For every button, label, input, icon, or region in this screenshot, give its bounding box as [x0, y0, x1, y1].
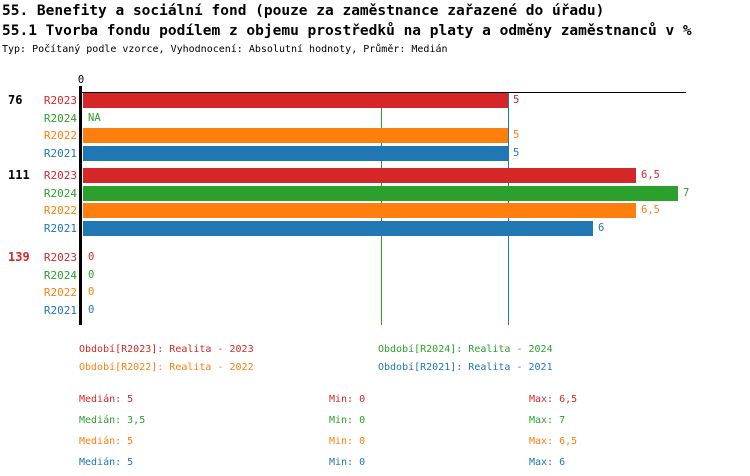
bar-value-label: 0 — [88, 303, 95, 316]
bar-value-label: 0 — [88, 251, 95, 263]
bar — [83, 128, 508, 143]
legend-item: Období[R2021]: Realita - 2021 — [378, 362, 553, 373]
series-label: R2021 — [43, 221, 77, 235]
series-label: R2023 — [43, 251, 77, 264]
bar — [83, 168, 636, 183]
series-label: R2023 — [43, 94, 77, 107]
stat-min: Min: 0 — [329, 415, 366, 426]
stat-median: Medián: 5 — [79, 394, 134, 405]
bar — [83, 145, 508, 161]
series-label: R2024 — [43, 268, 77, 282]
bar-value-label: 6,5 — [641, 204, 660, 216]
series-label: R2022 — [43, 129, 77, 142]
stat-max: Max: 6,5 — [529, 394, 578, 405]
series-label: R2021 — [43, 146, 77, 160]
bar-value-label: 7 — [683, 186, 690, 199]
legend-item: Období[R2024]: Realita - 2024 — [378, 344, 553, 355]
y-axis-line — [79, 86, 82, 325]
indicator-title: 55.1 Tvorba fondu podílem z objemu prost… — [2, 23, 692, 39]
series-label: R2024 — [43, 186, 77, 200]
bar-value-label: 6,5 — [641, 169, 660, 181]
indicator-meta: Typ: Počítaný podle vzorce, Vyhodnocení:… — [2, 44, 448, 55]
bar-value-label: 0 — [88, 268, 95, 281]
stat-median: Medián: 3,5 — [79, 415, 146, 426]
row-group-label: 76 — [8, 93, 23, 107]
bar-value-label: 0 — [88, 286, 95, 298]
bar-value-label: NA — [88, 111, 101, 124]
bar-value-label: 5 — [513, 94, 520, 106]
series-label: R2022 — [43, 204, 77, 217]
bar — [83, 220, 593, 236]
x-axis-tick-label: 0 — [77, 74, 85, 86]
series-label: R2021 — [43, 303, 77, 317]
stat-median: Medián: 5 — [79, 457, 134, 468]
row-group-label: 111 — [8, 168, 30, 182]
x-axis-line — [79, 92, 686, 93]
legend-item: Období[R2022]: Realita - 2022 — [79, 362, 254, 373]
stat-min: Min: 0 — [329, 436, 366, 447]
stat-median: Medián: 5 — [79, 436, 134, 447]
stat-max: Max: 7 — [529, 415, 566, 426]
stat-min: Min: 0 — [329, 457, 366, 468]
stat-max: Max: 6,5 — [529, 436, 578, 447]
series-label: R2024 — [43, 111, 77, 125]
legend-item: Období[R2023]: Realita - 2023 — [79, 344, 254, 355]
bar — [83, 203, 636, 218]
report-title: 55. Benefity a sociální fond (pouze za z… — [2, 3, 605, 19]
bar-value-label: 6 — [598, 221, 605, 234]
series-label: R2023 — [43, 169, 77, 182]
row-group-label: 139 — [8, 250, 30, 264]
grouped-bar-chart: 0 76 R2023 5 R2024 NA R2022 5 R2021 5 111 R2023 6,5… — [8, 74, 690, 325]
bar — [83, 93, 508, 108]
stat-min: Min: 0 — [329, 394, 366, 405]
stat-max: Max: 6 — [529, 457, 566, 468]
bar-value-label: 5 — [513, 129, 520, 141]
series-label: R2022 — [43, 286, 77, 299]
bar-value-label: 5 — [513, 146, 520, 159]
bar — [83, 185, 678, 201]
